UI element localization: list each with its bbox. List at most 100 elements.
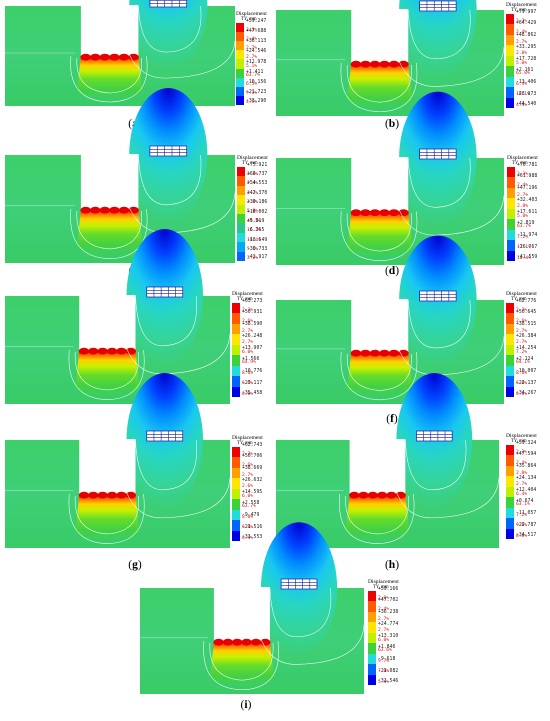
contour-line: [117, 439, 231, 519]
legend-swatch: [232, 344, 240, 356]
heave-peak: [78, 491, 90, 499]
pit-bottom-heave: [213, 638, 271, 646]
legend-value: +36.238: [378, 610, 399, 615]
legend-percent: 2.7%: [246, 45, 258, 51]
legend-percent: 2.7%: [378, 617, 390, 623]
building-grid-icon: [280, 578, 318, 590]
legend-value: +42.370: [247, 190, 268, 196]
color-legend: Displacement TY, mm 2.3% 2.6% 2.7% 2.7% 6.0% 64…: [232, 291, 292, 397]
legend-percent: 2.7%: [516, 329, 528, 335]
legend-percent: 63.7%: [246, 73, 260, 79]
legend-percent: 3.3%: [246, 27, 258, 33]
legend-swatch: [232, 467, 240, 479]
heave-peak: [369, 209, 381, 217]
panel-letter: i: [244, 699, 248, 711]
contour-line: [405, 439, 467, 490]
legend-swatch: [232, 447, 240, 458]
legend-swatch: [236, 50, 244, 60]
legend-percent: 7.2%: [516, 512, 528, 518]
legend-percent: 9.6%: [516, 523, 528, 529]
heave-peak: [232, 638, 243, 646]
excavation-pit: [79, 295, 136, 350]
legend-percent: 6.8%: [242, 525, 254, 531]
legend-value: +2.819: [517, 221, 535, 227]
legend-value: +24.774: [378, 621, 399, 627]
legend-value: +12.978: [246, 59, 267, 65]
legend-value: +36.113: [246, 39, 267, 44]
contour-line: [340, 62, 418, 113]
displacement-contour-plot: [276, 235, 505, 404]
legend-swatch: [507, 187, 515, 199]
heave-peak: [388, 60, 400, 68]
contour-line: [70, 55, 148, 103]
heave-peak: [379, 349, 390, 357]
legend-percent: 2.2%: [242, 452, 254, 458]
legend-swatch: [232, 386, 240, 397]
legend-value: +2.161: [516, 68, 534, 74]
displacement-contour-plot: [5, 373, 231, 548]
contour-panel: [5, 0, 236, 106]
panel-caption: (g): [128, 559, 142, 571]
legend-percent: 2.8%: [516, 50, 528, 56]
color-legend: Displacement TY, mm 3.3% 2.4% 2.7% 2.8% 5.0% 63…: [507, 155, 550, 261]
legend-percent: 2.4%: [378, 606, 390, 612]
legend-value: -32.546: [378, 679, 399, 684]
building-grid-icon: [419, 148, 457, 160]
legend-swatch: [237, 167, 245, 177]
color-legend: Displacement TY, mm 2.6% 2.4% 2.7% 2.7% 6.0% 63…: [368, 579, 428, 685]
heave-peak: [80, 206, 91, 214]
legend-percent: 2.4%: [517, 182, 529, 188]
legend-swatch: [506, 323, 514, 335]
heave-peak: [398, 209, 409, 217]
heave-zone: [347, 352, 413, 396]
contour-line: [209, 642, 274, 681]
legend-swatch: [506, 455, 514, 466]
heave-peak: [90, 206, 101, 214]
legend-swatch: [237, 232, 245, 243]
legend-value: +38.669: [242, 466, 263, 471]
legend-unit: TY, mm: [241, 17, 257, 22]
contour-line: [407, 9, 471, 60]
legend-value: +62.776: [516, 298, 537, 304]
panel-letter: d: [388, 265, 396, 277]
legend-value: +47.702: [378, 598, 399, 604]
legend-value: +1.411: [246, 69, 264, 75]
legend-swatch: [506, 24, 514, 35]
legend-swatch: [506, 365, 514, 377]
legend-value: -41.559: [517, 255, 538, 260]
legend-value: -33.553: [242, 535, 263, 540]
legend-swatch: [506, 376, 514, 387]
legend-value: +50.706: [242, 454, 263, 460]
legend-body: 3.3% 2.4% 2.7% 2.8% 5.0% 49.5% 16.2% 10.4% 5.1% 3…: [237, 163, 297, 261]
legend-value: +76.781: [517, 162, 538, 168]
legend-percent: 6.6%: [516, 381, 528, 387]
contour-lines: [5, 439, 231, 544]
contour-line: [346, 64, 412, 103]
legend-value: +26.248: [242, 333, 263, 339]
legend-title: Displacement: [506, 433, 537, 439]
heave-peak: [388, 209, 400, 217]
heave-peak: [88, 491, 99, 499]
heave-peak: [379, 60, 390, 68]
legend-value: +26.384: [516, 333, 537, 339]
legend-title: Displacement: [236, 11, 267, 17]
legend-percent: 64.9%: [242, 360, 256, 366]
legend-percent: 2.2%: [516, 450, 528, 456]
heave-peak: [349, 491, 360, 499]
legend-value: +26.632: [242, 477, 263, 483]
legend-value: +59.324: [516, 440, 537, 446]
legend-percent: 9.1%: [246, 91, 258, 97]
heave-peak: [128, 206, 139, 214]
legend-value: +48.862: [516, 33, 537, 38]
contour-line: [74, 495, 139, 535]
legend-swatch: [506, 45, 514, 56]
contour-panel: [5, 229, 231, 404]
legend-swatch: [506, 465, 514, 477]
legend-swatch: [506, 34, 514, 46]
legend-value: +38.590: [242, 322, 263, 327]
heave-peak: [97, 347, 108, 355]
legend-value: -21.516: [242, 524, 263, 530]
heave-peak: [260, 638, 271, 646]
contour-line: [203, 640, 279, 691]
heave-zone: [347, 63, 413, 108]
